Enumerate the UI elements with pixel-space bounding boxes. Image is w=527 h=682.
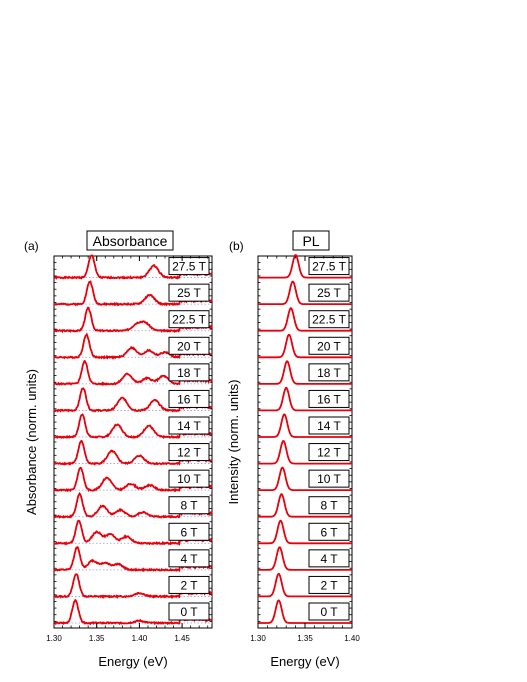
series-label: 12 T bbox=[177, 446, 201, 460]
trace-18-T bbox=[258, 360, 352, 385]
series-label: 2 T bbox=[180, 578, 198, 592]
series-label-box bbox=[308, 363, 350, 382]
trace-20-T bbox=[258, 333, 352, 359]
series-label-box bbox=[308, 496, 350, 515]
trace-4-T bbox=[258, 546, 352, 571]
series-label-box bbox=[308, 443, 350, 462]
series-label: 6 T bbox=[180, 525, 198, 539]
series-label-box bbox=[168, 549, 210, 568]
series-label: 22.5 T bbox=[312, 313, 346, 327]
series-label-box bbox=[308, 469, 350, 488]
trace-2-T bbox=[258, 572, 352, 598]
series-label-box bbox=[308, 389, 350, 408]
panel-b: (b) PL 27.5 T25 T22.5 T20 T18 T16 T14 T1… bbox=[226, 230, 360, 669]
series-label: 20 T bbox=[317, 339, 341, 353]
trace-10-T bbox=[258, 466, 352, 491]
series-label-box bbox=[168, 257, 210, 276]
series-label: 4 T bbox=[180, 552, 198, 566]
panel-a-traces: 27.5 T 25 T 22.5 T 20 T 18 T 16 T 14 T 12 T 10 T… bbox=[53, 254, 213, 626]
panel-a: (a) Absorbance 27.5 T25 T22.5 T20 T18 T1… bbox=[24, 230, 213, 669]
series-label-box bbox=[308, 336, 350, 355]
x-tick-label: 1.35 bbox=[297, 634, 313, 643]
panel-a-label: (a) bbox=[24, 239, 39, 253]
series-label-box bbox=[308, 575, 350, 594]
x-tick-label: 1.30 bbox=[250, 634, 266, 643]
series-label: 20 T bbox=[177, 339, 201, 353]
panel-b-traces: 27.5 T 25 T 22.5 T 20 T 18 T 16 T 14 T 12 T 10 T… bbox=[258, 254, 352, 624]
series-label-box bbox=[308, 257, 350, 276]
panel-b-xlabel: Energy (eV) bbox=[270, 654, 339, 669]
series-label-box bbox=[308, 310, 350, 329]
series-label-box bbox=[168, 389, 210, 408]
trace-12-T bbox=[258, 440, 352, 465]
series-label-box bbox=[168, 363, 210, 382]
series-label-box bbox=[168, 310, 210, 329]
series-label-box bbox=[308, 602, 350, 621]
series-label: 22.5 T bbox=[172, 313, 206, 327]
series-label-box bbox=[168, 416, 210, 435]
trace-6-T bbox=[258, 519, 352, 545]
x-tick-label: 1.35 bbox=[89, 634, 105, 643]
panel-a-title-box bbox=[86, 230, 174, 251]
series-label: 18 T bbox=[317, 366, 341, 380]
panel-b-label: (b) bbox=[229, 239, 244, 253]
trace-22-5-T bbox=[258, 307, 352, 332]
trace-27-5-T bbox=[258, 254, 352, 279]
series-label-box bbox=[308, 549, 350, 568]
series-label-box bbox=[168, 602, 210, 621]
series-label-box bbox=[168, 283, 210, 302]
x-tick-label: 1.40 bbox=[344, 634, 360, 643]
trace-8-T bbox=[258, 493, 352, 518]
series-label: 16 T bbox=[317, 392, 341, 406]
trace-14-T bbox=[258, 413, 352, 438]
x-tick-label: 1.30 bbox=[46, 634, 62, 643]
series-label: 18 T bbox=[177, 366, 201, 380]
panel-a-ylabel: Absorbance (norm. units) bbox=[24, 369, 39, 515]
series-label: 10 T bbox=[177, 472, 201, 486]
series-label: 14 T bbox=[317, 419, 341, 433]
x-tick-label: 1.40 bbox=[132, 634, 148, 643]
panel-a-title: Absorbance bbox=[93, 233, 168, 249]
series-label-box bbox=[168, 443, 210, 462]
series-label-box bbox=[168, 522, 210, 541]
series-label: 8 T bbox=[320, 499, 338, 513]
series-label-box bbox=[168, 336, 210, 355]
series-label-box bbox=[308, 416, 350, 435]
series-label: 25 T bbox=[177, 286, 201, 300]
series-label: 25 T bbox=[317, 286, 341, 300]
panel-b-title-box bbox=[292, 230, 330, 251]
series-label: 0 T bbox=[320, 605, 338, 619]
series-label: 8 T bbox=[180, 499, 198, 513]
panel-b-ylabel: Intensity (norm. units) bbox=[226, 380, 241, 505]
x-tick-label: 1.45 bbox=[174, 634, 190, 643]
series-label-box bbox=[168, 575, 210, 594]
series-label-box bbox=[308, 283, 350, 302]
series-label: 12 T bbox=[317, 446, 341, 460]
series-label: 6 T bbox=[320, 525, 338, 539]
series-label: 27.5 T bbox=[172, 260, 206, 274]
series-label-box bbox=[168, 469, 210, 488]
trace-16-T bbox=[258, 386, 352, 412]
series-label: 2 T bbox=[320, 578, 338, 592]
series-label: 4 T bbox=[320, 552, 338, 566]
panel-a-ticks: 1.30 1.35 1.40 1.45 bbox=[46, 255, 212, 643]
series-label: 16 T bbox=[177, 392, 201, 406]
series-label: 14 T bbox=[177, 419, 201, 433]
panel-b-title: PL bbox=[302, 233, 319, 249]
series-label-box bbox=[168, 496, 210, 515]
trace-25-T bbox=[258, 280, 352, 305]
panel-a-xlabel: Energy (eV) bbox=[98, 654, 167, 669]
series-label: 0 T bbox=[180, 605, 198, 619]
series-label: 10 T bbox=[317, 472, 341, 486]
panel-b-ticks: 1.30 1.35 1.40 bbox=[250, 255, 360, 643]
series-label: 27.5 T bbox=[312, 260, 346, 274]
series-label-box bbox=[308, 522, 350, 541]
